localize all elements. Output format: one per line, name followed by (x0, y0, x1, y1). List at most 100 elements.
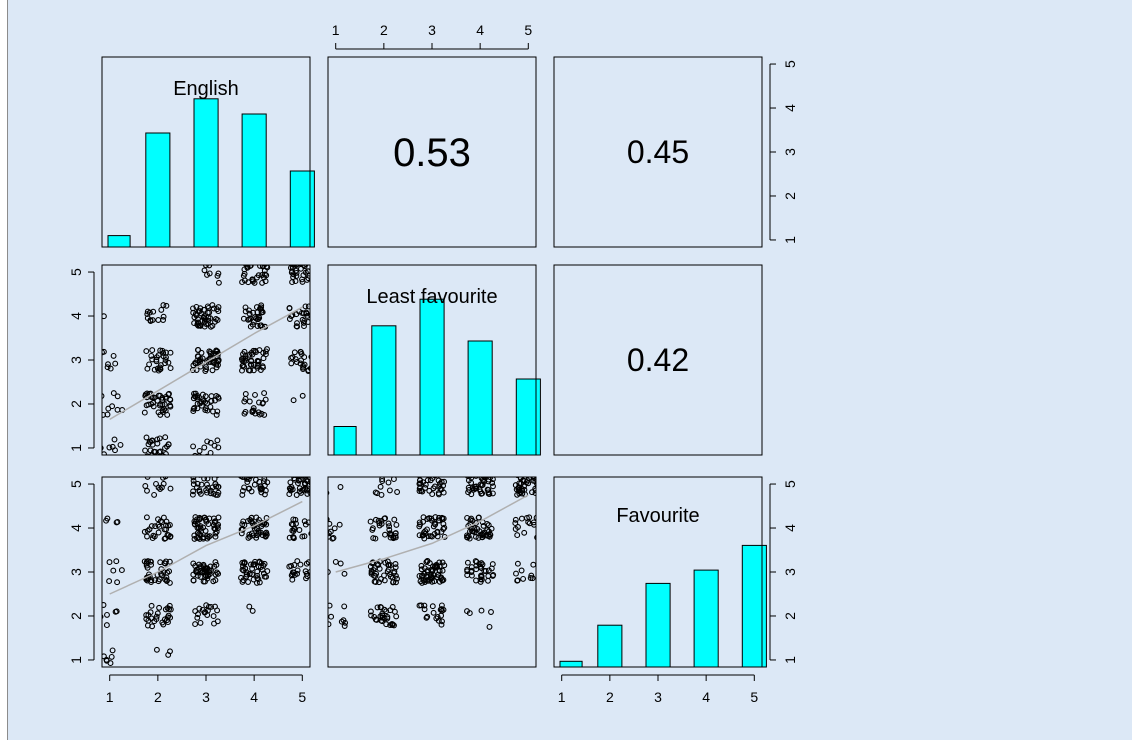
scatter-point (309, 481, 310, 486)
scatter-point (159, 453, 166, 455)
tick-label: 4 (782, 524, 798, 532)
scatter-point (166, 390, 172, 397)
scatter-point (157, 392, 164, 399)
scatter-point (144, 622, 151, 629)
scatter-point (113, 519, 120, 526)
scatter-point (535, 483, 536, 486)
scatter-point (262, 351, 269, 358)
scatter-point (144, 487, 150, 494)
scatter-point (328, 533, 332, 540)
scatter-point (104, 515, 111, 522)
scatter-point (465, 477, 471, 480)
scatter-point (243, 573, 250, 580)
scatter-point (438, 621, 445, 628)
scatter-point (478, 477, 481, 478)
scatter-point (539, 569, 544, 574)
scatter-point (482, 568, 489, 574)
tick-label: 1 (558, 689, 566, 705)
scatter-point (102, 405, 103, 409)
scatter-point (464, 568, 471, 575)
scatter-point (303, 477, 306, 478)
scatter-point (312, 353, 317, 358)
hist-bar-english-3 (193, 98, 219, 248)
scatter-point (255, 316, 262, 323)
scatter-point (439, 559, 446, 566)
scatter-point (430, 523, 437, 530)
scatter-point (104, 611, 110, 618)
tick-label: 3 (782, 148, 798, 156)
scatter-point (161, 406, 168, 413)
tick-label: 5 (68, 480, 84, 488)
scatter-point (328, 516, 330, 522)
points (328, 471, 544, 630)
scatter-point (529, 471, 534, 476)
scatter-point (309, 347, 310, 351)
scatter-point (205, 484, 212, 491)
scatter-point (313, 522, 318, 527)
scatter-point (292, 278, 299, 285)
scatter-point (261, 491, 268, 498)
scatter-point (372, 516, 379, 523)
scatter-point (261, 560, 268, 567)
scatter-point (378, 576, 384, 582)
scatter-point (328, 520, 333, 527)
scatter-point (436, 514, 442, 521)
scatter-point (537, 481, 542, 486)
scatter-point (192, 360, 199, 367)
scatter-point (254, 568, 261, 575)
scatter-point (212, 318, 218, 325)
scatter-point (148, 602, 155, 609)
scatter-point (305, 303, 310, 310)
scatter-point (394, 489, 401, 495)
scatter-point (288, 360, 295, 367)
scatter-point (164, 443, 170, 450)
scatter-point (192, 608, 199, 615)
scatter-point (514, 560, 521, 567)
scatter-point (166, 606, 173, 613)
scatter-point (382, 531, 388, 538)
x-axis-bottom: 1 2 3 4 5 (106, 674, 306, 705)
scatter-point (155, 317, 162, 323)
scatter-point (292, 356, 299, 363)
y-axis-left: 1 2 3 4 5 (68, 480, 95, 664)
scatter-point (312, 322, 317, 327)
panel-1-2: 0.53 (327, 56, 537, 248)
scatter-point (286, 491, 293, 498)
scatter-point (538, 566, 543, 571)
scatter-point (535, 477, 536, 478)
hist-bar-favourite-5 (741, 544, 767, 668)
scatter-point (239, 491, 246, 498)
scatter-point (476, 477, 481, 478)
scatter-point (190, 577, 197, 584)
scatter-point (387, 607, 394, 614)
scatter-point (165, 532, 172, 539)
scatter-point (102, 393, 105, 399)
scatter-point (202, 565, 209, 572)
scatter-point (367, 608, 374, 615)
scatter-point (253, 477, 257, 478)
scatter-point (264, 265, 271, 271)
scatter-point (117, 441, 124, 448)
scatter-point (264, 471, 269, 476)
scatter-point (155, 367, 162, 374)
points (102, 265, 317, 455)
scatter-point (110, 352, 117, 359)
scatter-point (290, 271, 297, 278)
scatter-point (378, 517, 385, 524)
scatter-point (424, 568, 431, 575)
scatter-point (215, 270, 222, 277)
scatter-point (390, 534, 397, 541)
scatter-point (286, 534, 293, 541)
scatter-point (150, 308, 157, 315)
scatter-point (156, 576, 163, 583)
scatter-point (257, 265, 263, 269)
scatter-point (254, 477, 257, 478)
scatter-point (243, 265, 249, 267)
scatter-point (290, 535, 297, 542)
scatter-point (418, 566, 425, 573)
scatter-point (416, 477, 422, 479)
tick-label: 3 (428, 22, 436, 38)
scatter-point (473, 577, 479, 584)
scatter-point (215, 514, 222, 521)
scatter-point (157, 401, 164, 408)
